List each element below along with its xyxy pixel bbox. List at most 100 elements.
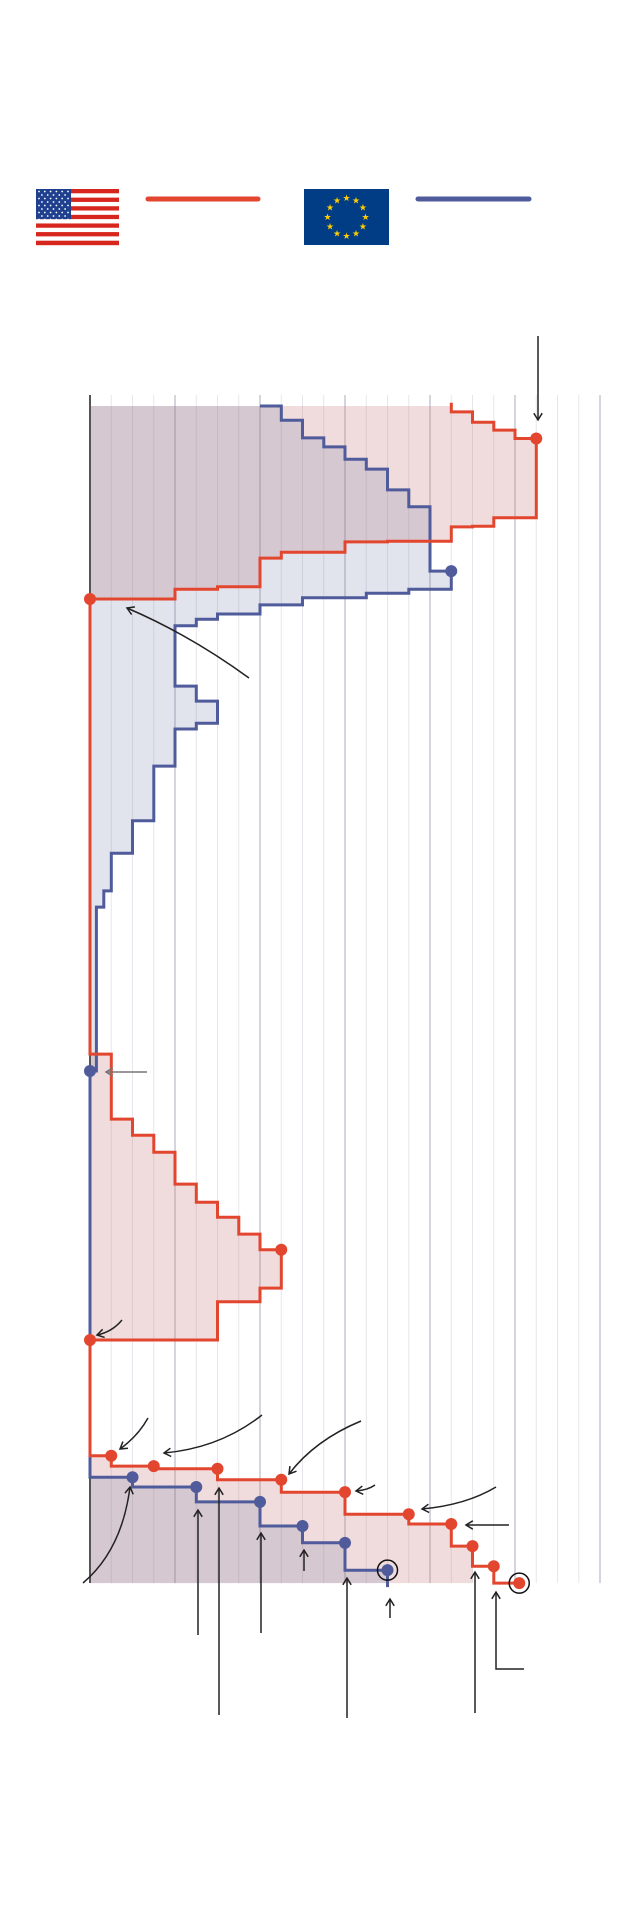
data-point-us <box>147 1460 160 1473</box>
flag-star <box>46 201 49 203</box>
arrowhead-icon <box>464 1520 474 1530</box>
annotation-arrow <box>119 1417 149 1450</box>
data-point-us <box>530 432 543 445</box>
flag-star <box>61 204 64 207</box>
flag-star <box>52 201 55 203</box>
flag-star <box>46 194 49 196</box>
highlight-ring <box>508 1572 530 1594</box>
annotation-arrow <box>126 607 250 679</box>
highlight-ring <box>376 1559 399 1581</box>
annotation-arrow <box>82 1486 131 1584</box>
flag-star: ★ <box>326 223 334 233</box>
flag-star <box>49 218 52 221</box>
flag-star <box>38 218 40 221</box>
area-fills <box>90 406 537 1584</box>
flag-star <box>49 197 52 200</box>
data-point-us <box>275 1243 288 1256</box>
arrowhead-icon <box>299 1548 309 1558</box>
flag-star <box>61 190 64 193</box>
flag-star: ★ <box>359 204 367 214</box>
flag-star: ★ <box>342 232 350 242</box>
area-eu <box>90 1477 388 1584</box>
flag-star <box>41 201 43 203</box>
flag-star <box>67 190 69 193</box>
flag-star <box>67 218 69 221</box>
flag-star <box>49 211 52 214</box>
flag-canton <box>36 189 71 220</box>
series-markers <box>84 432 543 1594</box>
flag-star <box>64 201 66 203</box>
flag-star <box>61 218 64 221</box>
arrowhead-icon <box>256 1531 266 1541</box>
arrowhead-icon <box>533 412 543 422</box>
flag-star <box>67 211 69 214</box>
flag-star <box>43 197 46 200</box>
flag-stripe <box>36 201 119 207</box>
flag-star: ★ <box>333 197 341 207</box>
annotation-arrow <box>96 1319 123 1336</box>
flag-star <box>64 208 66 210</box>
arrowhead-icon <box>162 1447 172 1458</box>
flag-stripe <box>36 210 119 216</box>
flag-stripe <box>36 193 119 198</box>
flag-star <box>58 201 61 203</box>
flag-star <box>43 211 46 214</box>
area-us <box>90 406 537 599</box>
flag-star: ★ <box>333 229 341 239</box>
flag-stripe <box>36 236 119 241</box>
flag-star <box>43 190 46 193</box>
arrowhead-icon <box>491 1590 501 1600</box>
flag-field <box>304 189 389 245</box>
flag-star <box>52 194 55 196</box>
flag-stripe <box>36 240 119 246</box>
flag-star <box>67 204 69 207</box>
data-point-us <box>84 1334 96 1347</box>
arrowhead-icon <box>470 1570 480 1580</box>
annotation-arrow <box>288 1420 362 1475</box>
data-point-us <box>84 593 96 606</box>
flag-star <box>55 197 58 200</box>
flag-stripe <box>36 197 119 203</box>
us-flag-icon <box>36 189 119 246</box>
flag-stripe <box>36 219 119 224</box>
flag-star <box>64 215 66 217</box>
flag-star <box>58 215 61 217</box>
flag-star <box>41 194 43 196</box>
data-point-eu <box>254 1495 266 1508</box>
flag-star <box>58 208 61 210</box>
arrowhead-icon <box>193 1508 203 1518</box>
annotation-arrow <box>163 1414 263 1454</box>
arrowhead-icon <box>420 1503 430 1514</box>
flag-star <box>38 197 40 200</box>
data-point-eu <box>126 1471 139 1484</box>
flag-star <box>38 204 40 207</box>
eu-flag-icon: ★ ★★★★★★★★★★★ <box>304 189 389 245</box>
area-us <box>90 1054 282 1340</box>
flag-star <box>38 190 40 193</box>
flag-star <box>38 211 40 214</box>
flag-star: ★ <box>352 197 360 207</box>
flag-star <box>55 204 58 207</box>
annotation-arrow <box>421 1486 497 1510</box>
data-point-us <box>466 1540 479 1553</box>
arrowhead-icon <box>118 1441 129 1450</box>
data-point-eu <box>296 1519 309 1532</box>
data-point-eu <box>339 1536 351 1549</box>
flag-star <box>52 208 55 210</box>
data-point-eu <box>381 1564 394 1577</box>
flag-star <box>55 211 58 214</box>
flag-star: ★ <box>352 229 360 239</box>
data-point-us <box>105 1449 118 1462</box>
flag-star <box>41 215 43 217</box>
flag-star: ★ <box>359 223 367 233</box>
flag-star: ★ <box>342 194 350 204</box>
flag-star <box>43 204 46 207</box>
flag-stripe <box>36 189 119 194</box>
flag-star <box>61 197 64 200</box>
data-point-us <box>513 1577 526 1590</box>
flag-star <box>58 194 61 196</box>
data-point-eu <box>190 1480 203 1493</box>
flag-star <box>64 194 66 196</box>
legend: ★ ★★★★★★★★★★★ <box>36 189 532 246</box>
